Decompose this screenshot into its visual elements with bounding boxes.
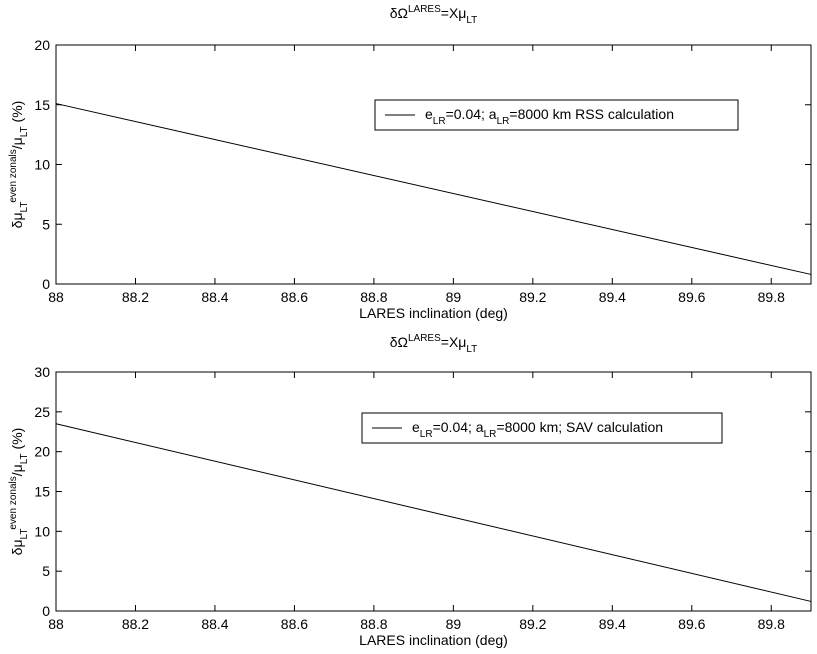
x-tick-label: 88.4 xyxy=(201,616,228,632)
x-tick-label: 89.8 xyxy=(758,616,785,632)
text-part: (%) xyxy=(9,101,25,127)
text-part: even zonals xyxy=(8,476,19,529)
y-tick-label: 15 xyxy=(34,97,50,113)
x-tick-label: 88.2 xyxy=(122,289,149,305)
text-part: LARES xyxy=(408,4,441,15)
x-tick-label: 89.2 xyxy=(519,616,546,632)
x-tick-label: 89.2 xyxy=(519,289,546,305)
y-tick-label: 5 xyxy=(42,563,50,579)
text-part: LT xyxy=(19,529,30,540)
y-tick-label: 10 xyxy=(34,523,50,539)
text-part: δΩ xyxy=(390,334,408,350)
axes-box xyxy=(55,371,812,612)
text-part: =Xμ xyxy=(441,334,467,350)
text-part: LT xyxy=(19,453,30,464)
x-tick-label: 89.6 xyxy=(678,289,705,305)
x-tick-label: 89.8 xyxy=(758,289,785,305)
data-line xyxy=(55,103,812,275)
x-tick-label: 88.6 xyxy=(281,616,308,632)
text-part: LR xyxy=(433,116,446,127)
x-tick-label: 88.6 xyxy=(281,289,308,305)
text-part: LR xyxy=(497,116,510,127)
y-tick-label: 0 xyxy=(42,603,50,619)
x-tick-label: 88 xyxy=(48,289,64,305)
text-part: δμ xyxy=(9,539,25,555)
x-tick-label: 89 xyxy=(446,616,462,632)
x-axis-label: LARES inclination (deg) xyxy=(359,632,508,648)
chart-title: δΩLARES=XμLT xyxy=(390,333,478,355)
text-part: even zonals xyxy=(8,149,19,202)
text-part: e xyxy=(412,419,420,435)
y-tick-label: 10 xyxy=(34,157,50,173)
legend-label: eLR=0.04; aLR=8000 km RSS calculation xyxy=(425,106,674,127)
legend-box xyxy=(361,412,723,444)
x-tick-label: 88.8 xyxy=(360,616,387,632)
text-part: δΩ xyxy=(390,5,408,21)
data-line xyxy=(55,423,812,602)
text-part: /μ xyxy=(9,137,25,149)
y-tick-label: 25 xyxy=(34,404,50,420)
text-part: LT xyxy=(19,126,30,137)
text-part: LT xyxy=(466,15,477,26)
y-tick-label: 15 xyxy=(34,484,50,500)
x-tick-label: 89.4 xyxy=(599,289,626,305)
legend-label: eLR=0.04; aLR=8000 km; SAV calculation xyxy=(412,419,663,440)
text-part: LARES xyxy=(408,333,441,344)
text-part: LT xyxy=(19,202,30,213)
text-part: δμ xyxy=(9,212,25,228)
text-part: (%) xyxy=(9,428,25,454)
y-tick-label: 20 xyxy=(34,444,50,460)
x-tick-label: 88.8 xyxy=(360,289,387,305)
x-tick-label: 88.2 xyxy=(122,616,149,632)
text-part: =8000 km RSS calculation xyxy=(509,106,674,122)
y-axis-label: δμLTeven zonals/μLT (%) xyxy=(8,428,30,556)
text-part: e xyxy=(425,106,433,122)
x-tick-label: 89.6 xyxy=(678,616,705,632)
x-axis-label: LARES inclination (deg) xyxy=(359,305,508,321)
text-part: LT xyxy=(466,344,477,355)
x-tick-label: 89.4 xyxy=(599,616,626,632)
text-part: =0.04; a xyxy=(446,106,497,122)
x-tick-label: 88 xyxy=(48,616,64,632)
x-tick-label: 89 xyxy=(446,289,462,305)
y-tick-label: 20 xyxy=(34,37,50,53)
chart-title: δΩLARES=XμLT xyxy=(390,4,478,26)
text-part: =8000 km; SAV calculation xyxy=(496,419,663,435)
text-part: =Xμ xyxy=(441,5,467,21)
y-axis-label: δμLTeven zonals/μLT (%) xyxy=(8,101,30,229)
text-part: /μ xyxy=(9,464,25,476)
y-tick-label: 0 xyxy=(42,276,50,292)
axes-box xyxy=(55,44,812,285)
legend-box xyxy=(374,99,739,131)
y-tick-label: 5 xyxy=(42,216,50,232)
text-part: LR xyxy=(420,429,433,440)
x-tick-label: 88.4 xyxy=(201,289,228,305)
text-part: =0.04; a xyxy=(433,419,484,435)
y-tick-label: 30 xyxy=(34,364,50,380)
text-part: LR xyxy=(484,429,497,440)
